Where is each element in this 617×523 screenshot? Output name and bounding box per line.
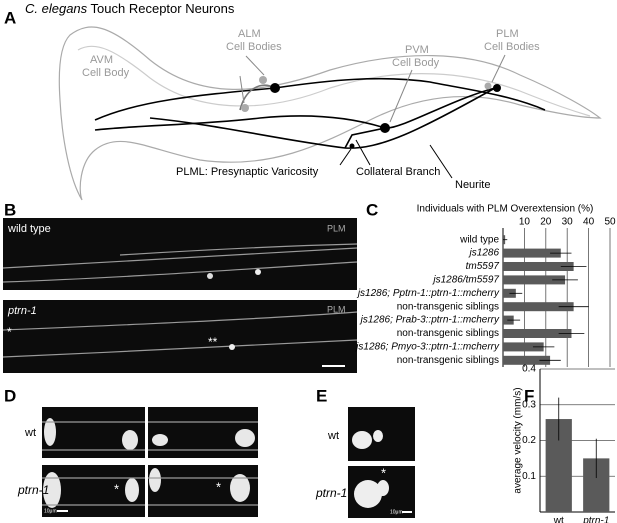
x-tick-label: 20 (540, 217, 552, 228)
category-label: js1286 (468, 248, 500, 259)
category-label: js1286; Pptrn-1::ptrn-1::mcherry (356, 288, 500, 299)
star: * (381, 465, 386, 480)
varicosity-label: PLML: Presynaptic Varicosity (176, 166, 319, 178)
category-label: wild type (459, 234, 499, 245)
label-line: ALM (238, 28, 261, 40)
bar (503, 329, 572, 338)
star: ** (208, 335, 218, 349)
star: * (114, 481, 119, 496)
panel-letter: D (4, 386, 16, 405)
panel-letter: C (366, 200, 378, 219)
star: * (7, 325, 12, 339)
branch-label: Collateral Branch (356, 166, 440, 178)
title-rest: Touch Receptor Neurons (91, 1, 235, 16)
label-line: Cell Body (392, 57, 440, 69)
bar (503, 262, 574, 271)
label-line: Cell Bodies (226, 41, 282, 53)
micrograph (3, 218, 357, 290)
panel-letter: F (524, 386, 534, 405)
label-line: Cell Body (82, 67, 130, 79)
category-label: non-transgenic siblings (397, 328, 499, 339)
cell-bodies (241, 76, 501, 149)
bar (503, 355, 551, 365)
label-line: Cell Bodies (484, 41, 540, 53)
label-line: PVM (405, 44, 429, 56)
x-tick-label: wt (553, 516, 564, 523)
label-line: PLM (496, 28, 519, 40)
row-label: wt (327, 430, 339, 442)
image-marker: PLM (327, 304, 346, 314)
x-tick-label: 40 (583, 217, 595, 228)
panel-letter: B (4, 200, 16, 219)
bar (503, 302, 574, 312)
scale-label: 10μm (44, 508, 57, 514)
y-tick-label: 0.3 (522, 399, 536, 410)
panel-letter: A (4, 8, 16, 27)
x-tick-label: 10 (519, 217, 531, 228)
pointer-lines (239, 54, 506, 179)
category-label: js1286/tm5597 (431, 275, 499, 286)
x-tick-label: ptrn-1 (582, 516, 609, 523)
chart-title: Individuals with PLM Overextension (%) (417, 204, 594, 215)
star: * (216, 479, 221, 494)
category-label: tm5597 (466, 261, 500, 272)
neurite-signal (42, 421, 258, 506)
x-tick-label: 30 (562, 217, 574, 228)
y-axis-label: average velocity (mm/s) (513, 387, 524, 493)
cell-signals (352, 430, 389, 508)
label-line: AVM (90, 54, 113, 66)
row-label: ptrn-1 (315, 486, 347, 500)
scale-label: 10μm (390, 509, 403, 515)
neurite-signal (2, 311, 358, 358)
y-tick-label: 0.4 (522, 364, 536, 375)
row-label: wt (24, 427, 36, 439)
y-tick-label: 0.2 (522, 435, 536, 446)
image-marker: PLM (327, 223, 346, 233)
micrograph (3, 300, 357, 373)
cell-signal (207, 273, 213, 279)
category-label: non-transgenic siblings (397, 301, 499, 312)
species: C. elegans (25, 1, 88, 16)
image-label: ptrn-1 (7, 305, 37, 317)
neurite-signal (2, 243, 358, 283)
row-label: ptrn-1 (17, 483, 49, 497)
category-label: non-transgenic siblings (397, 355, 499, 366)
y-tick-label: 0.1 (522, 471, 536, 482)
image-label: wild type (7, 223, 51, 235)
bar (503, 342, 544, 352)
cell-signals (43, 418, 255, 508)
category-label: js1286; Prab-3::ptrn-1::mcherry (359, 315, 500, 326)
neurons (94, 77, 546, 149)
panel-letter: E (316, 386, 327, 405)
bar (503, 275, 566, 285)
x-tick-label: 50 (604, 217, 616, 228)
cell-signal (255, 269, 261, 275)
category-label: js1286; Pmyo-3::ptrn-1::mcherry (354, 342, 500, 353)
cell-signal (229, 344, 235, 350)
diagram-title: C. elegans Touch Receptor Neurons (25, 1, 235, 16)
bar (503, 248, 561, 258)
neurite-label: Neurite (455, 179, 490, 191)
worm-outline (58, 26, 602, 201)
